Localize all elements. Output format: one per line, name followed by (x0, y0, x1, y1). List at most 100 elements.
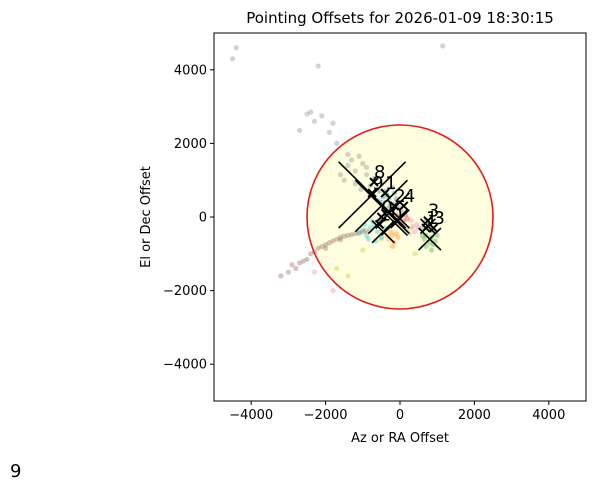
scatter-point-series-8-6 (412, 251, 418, 257)
scatter-point-series-5-9 (360, 229, 366, 235)
scatter-point-series-7-22 (345, 162, 351, 169)
centroid-label-0: 8 (374, 162, 385, 183)
scatter-point-series-7-12 (308, 109, 314, 115)
centroid-marker-3 (389, 201, 400, 211)
scatter-point-series-6-7 (330, 288, 336, 294)
centroid-marker-5 (374, 219, 385, 230)
scatter-point-series-9-10 (356, 230, 362, 237)
y-tick-label-2: 0 (199, 211, 207, 226)
scatter-point-series-5-7 (345, 232, 351, 238)
offset-cross-3 (380, 209, 409, 236)
scatter-point-series-8-5 (408, 225, 414, 231)
scatter-point-series-5-4 (323, 242, 329, 248)
centroid-marker-9 (428, 223, 439, 233)
scatter-point-series-5-5 (330, 238, 336, 244)
scatter-point-series-9-5 (365, 236, 371, 242)
centroid-label-3: 2 (394, 186, 405, 207)
scatter-point-series-6-8 (311, 269, 318, 275)
scatter-point-series-7-2 (356, 153, 362, 159)
scatter-point-series-7-4 (363, 164, 370, 170)
centroid-label-6: 0 (381, 197, 392, 218)
scatter-point-series-5-24 (337, 237, 344, 243)
scatter-point-series-0-3 (389, 184, 396, 191)
scatter-point-series-7-13 (304, 111, 310, 117)
y-tick-label-0: −4000 (163, 358, 207, 373)
scatter-point-series-7-19 (363, 172, 370, 178)
scatter-point-series-7-9 (345, 151, 351, 158)
scatter-point-series-7-1 (233, 45, 239, 51)
scatter-point-series-9-4 (375, 229, 381, 235)
scatter-point-series-7-14 (330, 120, 336, 126)
centroid-label-7: 3 (428, 201, 439, 222)
scatter-point-series-7-3 (349, 157, 355, 163)
scatter-point-series-5-2 (308, 251, 314, 257)
scatter-point-series-2-5 (421, 236, 427, 242)
y-tick-label-4: 4000 (174, 63, 207, 78)
offset-cross-7 (419, 218, 436, 235)
scatter-point-series-5-16 (326, 240, 332, 246)
scatter-point-series-7-17 (315, 63, 321, 69)
scatter-point-series-1-7 (389, 243, 396, 250)
scatter-point-series-7-7 (360, 161, 366, 167)
centroid-label-1: 1 (385, 173, 396, 194)
scatter-point-series-9-1 (363, 232, 370, 238)
scatter-point-series-5-12 (289, 262, 295, 268)
scatter-point-series-5-23 (323, 245, 329, 251)
offset-cross-0 (338, 161, 407, 229)
y-tick-label-3: 2000 (174, 137, 207, 152)
scatter-point-series-2-14 (429, 247, 435, 253)
centroid-marker-0 (369, 177, 379, 187)
scatter-point-series-5-3 (315, 245, 321, 251)
scatter-point-series-5-1 (300, 258, 306, 264)
figure-index-label: 9 (10, 461, 22, 482)
scatter-point-series-7-16 (296, 127, 303, 134)
y-axis-label: El or Dec Offset (139, 166, 154, 268)
scatter-point-series-9-3 (360, 227, 366, 233)
scatter-point-series-6-3 (410, 223, 416, 229)
y-tick-label-1: −2000 (163, 284, 207, 299)
scatter-point-series-7-5 (352, 168, 358, 174)
scatter-point-series-5-19 (349, 232, 355, 238)
scatter-point-series-7-10 (311, 118, 318, 124)
scatter-point-series-1-0 (389, 232, 396, 238)
scatter-point-series-8-1 (334, 265, 340, 272)
centroid-marker-4 (399, 201, 409, 211)
chart-title: Pointing Offsets for 2026-01-09 18:30:15 (246, 9, 554, 27)
x-tick-label-4: 4000 (532, 408, 565, 423)
scatter-point-series-7-6 (337, 172, 344, 178)
scatter-point-series-7-25 (440, 43, 446, 49)
offset-cross-2 (367, 192, 410, 235)
scatter-point-series-5-8 (352, 230, 358, 237)
centroid-label-4: 4 (404, 186, 415, 207)
scatter-point-series-1-4 (388, 229, 394, 235)
scatter-point-series-5-22 (296, 260, 303, 266)
scatter-point-series-8-2 (360, 247, 366, 253)
scatter-point-series-6-4 (414, 221, 420, 227)
scatter-point-series-5-10 (285, 269, 291, 275)
scatter-point-series-5-18 (341, 233, 347, 239)
centroid-marker-1 (380, 188, 390, 198)
scatter-point-series-7-8 (341, 177, 347, 183)
scatter-point-series-5-6 (337, 234, 344, 240)
offset-cross-5 (390, 209, 410, 229)
centroid-label-5: 10 (380, 204, 403, 225)
scatter-point-series-5-0 (293, 265, 299, 272)
centroid-label-9: 3 (433, 208, 444, 229)
scatter-point-series-3-6 (404, 216, 411, 222)
scatter-point-series-5-21 (363, 228, 370, 234)
x-axis-label: Az or RA Offset (351, 431, 449, 446)
scatter-point-series-7-18 (319, 113, 325, 119)
scatter-point-series-5-17 (334, 236, 340, 242)
scatter-point-series-7-15 (326, 129, 332, 135)
scatter-point-series-5-11 (278, 273, 284, 279)
centroid-marker-2 (367, 188, 377, 198)
scatter-point-series-7-11 (334, 140, 340, 146)
offset-cross-4 (371, 220, 395, 244)
scatter-point-series-8-3 (378, 236, 384, 242)
x-tick-label-3: 2000 (458, 408, 491, 423)
scatter-point-series-8-0 (345, 273, 351, 279)
tolerance-circle-edge (306, 124, 494, 310)
scatter-point-series-0-10 (393, 196, 399, 202)
scatter-point-series-7-0 (230, 56, 236, 62)
